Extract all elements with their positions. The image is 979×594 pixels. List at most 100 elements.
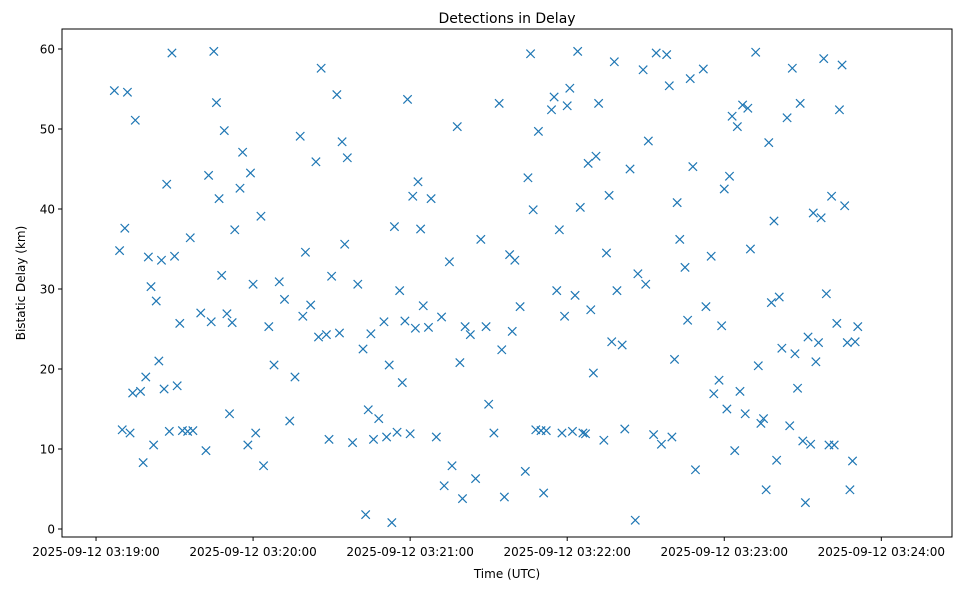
data-point	[217, 270, 227, 281]
data-point	[135, 386, 146, 397]
data-point	[332, 89, 342, 100]
data-point	[549, 92, 559, 102]
data-point	[172, 381, 182, 391]
data-point	[169, 251, 180, 261]
data-point	[431, 432, 441, 442]
data-point	[800, 497, 811, 508]
data-point	[447, 461, 457, 471]
data-point	[476, 234, 486, 245]
data-point	[154, 356, 164, 366]
data-point	[787, 63, 797, 73]
data-point	[130, 115, 140, 125]
data-point	[523, 173, 533, 183]
data-point	[714, 375, 724, 385]
data-point	[557, 428, 567, 438]
data-point	[591, 151, 601, 161]
data-point	[717, 321, 727, 331]
data-point	[756, 418, 766, 429]
data-point	[573, 46, 583, 57]
data-point	[588, 368, 599, 378]
data-point	[245, 168, 256, 178]
data-point	[159, 384, 169, 394]
data-point	[167, 48, 177, 58]
data-point	[834, 105, 845, 115]
data-point	[816, 213, 826, 223]
data-point	[279, 294, 290, 305]
x-axis: 2025-09-12 03:19:00 2025-09-12 03:20:00 20…	[32, 537, 945, 559]
data-point	[222, 309, 232, 319]
y-axis-label: Bistatic Delay (km)	[14, 226, 28, 341]
data-points	[109, 46, 863, 528]
data-point	[727, 111, 737, 121]
data-point	[552, 285, 562, 296]
x-axis-label: Time (UTC)	[473, 567, 540, 581]
data-point	[732, 121, 742, 132]
data-point	[737, 100, 748, 110]
data-point	[648, 429, 659, 440]
data-point	[206, 317, 216, 327]
y-tick-label: 60	[40, 43, 55, 57]
data-point	[533, 126, 544, 137]
data-point	[109, 85, 119, 96]
y-tick-label: 20	[40, 363, 55, 377]
data-point	[114, 245, 125, 256]
data-point	[148, 440, 159, 450]
data-point	[125, 428, 135, 438]
data-point	[151, 296, 161, 306]
data-point	[141, 372, 151, 382]
data-point	[667, 432, 677, 442]
data-point	[256, 211, 266, 221]
data-point	[507, 326, 517, 337]
data-point	[625, 164, 635, 174]
data-point	[761, 485, 771, 495]
y-tick-label: 10	[40, 443, 55, 457]
data-point	[395, 285, 405, 296]
data-point	[489, 428, 499, 438]
data-point	[722, 404, 732, 414]
data-point	[374, 413, 384, 424]
data-point	[117, 425, 127, 435]
data-point	[358, 344, 368, 354]
data-point	[224, 409, 235, 419]
data-point	[188, 425, 198, 436]
data-point	[237, 147, 248, 157]
data-point	[821, 289, 831, 299]
data-point	[201, 445, 211, 456]
data-point	[664, 81, 674, 91]
data-point	[128, 388, 138, 398]
data-point	[368, 434, 379, 445]
data-point	[214, 193, 224, 204]
chart-title: Detections in Delay	[438, 11, 575, 27]
data-point	[413, 177, 423, 187]
data-point	[418, 301, 428, 311]
data-point	[510, 255, 520, 265]
data-point	[837, 60, 847, 70]
data-point	[554, 225, 564, 235]
data-point	[774, 292, 784, 302]
data-point	[607, 337, 617, 347]
data-point	[311, 157, 321, 167]
data-point	[251, 428, 261, 438]
data-point	[758, 413, 769, 424]
data-point	[342, 153, 352, 163]
data-point	[593, 98, 604, 109]
data-point	[643, 136, 653, 146]
data-point	[219, 125, 229, 136]
data-point	[808, 208, 818, 218]
data-point	[617, 340, 627, 350]
data-point	[389, 221, 400, 232]
data-point	[811, 357, 821, 367]
data-point	[769, 216, 779, 226]
data-point	[813, 337, 824, 348]
data-point	[520, 466, 530, 477]
data-point	[235, 183, 245, 193]
data-point	[845, 485, 855, 495]
data-point	[196, 308, 206, 318]
data-point	[806, 439, 816, 449]
data-point	[295, 131, 305, 141]
data-point	[630, 515, 640, 525]
data-point	[460, 321, 470, 332]
data-point	[743, 103, 753, 113]
data-point	[381, 432, 392, 442]
